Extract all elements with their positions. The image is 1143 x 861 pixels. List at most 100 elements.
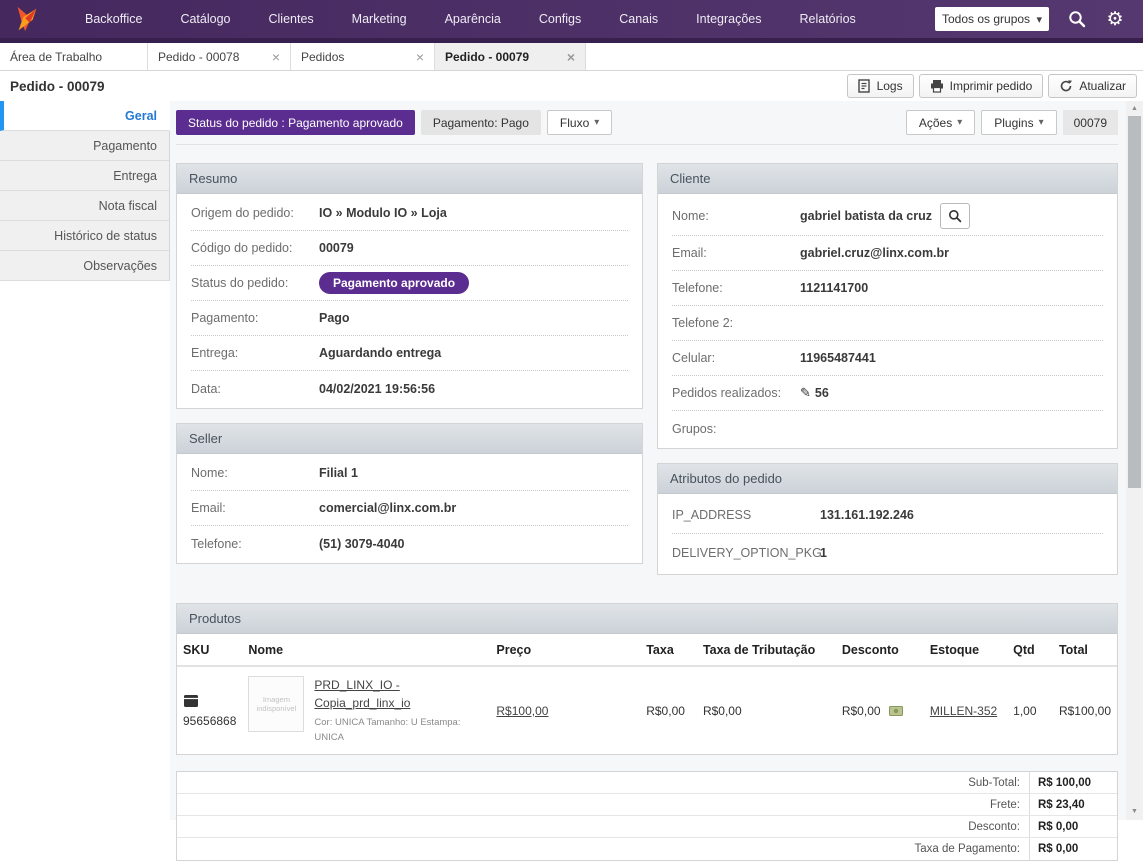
nav-item-clientes[interactable]: Clientes — [268, 12, 314, 26]
gear-icon[interactable]: ⚙ — [1106, 8, 1124, 30]
printer-icon — [930, 80, 943, 93]
products-table: SKU Nome Preço Taxa Taxa de Tributação D… — [177, 634, 1117, 755]
logs-button[interactable]: Logs — [846, 74, 914, 98]
group-select-value: Todos os grupos — [942, 12, 1031, 26]
vertical-scrollbar[interactable]: ▲ ▼ — [1126, 101, 1143, 820]
field-label: DELIVERY_OPTION_PKG — [672, 546, 822, 560]
nav-item-catalogo[interactable]: Catálogo — [180, 12, 231, 26]
field-row: Pagamento: Pago — [191, 301, 628, 336]
sidebar-item-historico-de-status[interactable]: Histórico de status — [0, 221, 170, 251]
product-stock-link[interactable]: MILLEN-352 — [929, 703, 998, 718]
field-row: Email: comercial@linx.com.br — [191, 491, 628, 526]
right-column: Cliente Nome: gabriel batista da cruz Em… — [657, 163, 1118, 589]
plugins-dropdown-button[interactable]: Plugins ▾ — [981, 110, 1057, 135]
sidebar-item-entrega[interactable]: Entrega — [0, 161, 170, 191]
product-price-link[interactable]: R$100,00 — [496, 703, 549, 718]
customer-name: gabriel batista da cruz — [800, 208, 932, 223]
nav-item-aparencia[interactable]: Aparência — [444, 12, 501, 26]
scrollbar-thumb[interactable] — [1128, 116, 1141, 488]
col-header-total: Total — [1052, 634, 1117, 667]
field-value: 131.161.192.246 — [820, 507, 914, 522]
customer-search-button[interactable] — [939, 202, 970, 229]
nav-item-relatorios[interactable]: Relatórios — [799, 12, 856, 26]
product-total-cell: R$100,00 — [1058, 703, 1111, 718]
money-icon[interactable] — [888, 705, 904, 717]
resumo-panel: Resumo Origem do pedido: IO » Modulo IO … — [176, 163, 643, 409]
field-label: Código do pedido: — [191, 241, 293, 255]
group-select[interactable]: Todos os grupos ▾ — [935, 7, 1049, 31]
product-stock-cell: MILLEN-352 — [924, 666, 1007, 754]
product-name-link[interactable]: PRD_LINX_IO - Copia_prd_linx_io — [314, 678, 411, 710]
field-value: IO » Modulo IO » Loja — [319, 206, 447, 220]
refresh-button[interactable]: Atualizar — [1048, 74, 1137, 98]
total-value: R$ 0,00 — [1029, 838, 1117, 861]
product-row: 95656868 Imagem indisponível PRD_LINX_IO… — [177, 666, 1117, 754]
field-value: 1 — [820, 546, 827, 560]
close-icon[interactable]: × — [415, 48, 424, 65]
print-order-button[interactable]: Imprimir pedido — [918, 74, 1044, 98]
product-discount: R$0,00 — [841, 703, 881, 718]
field-value: (51) 3079-4040 — [319, 536, 405, 551]
scroll-up-arrow-icon[interactable]: ▲ — [1131, 104, 1138, 112]
tab-pedidos[interactable]: Pedidos × — [291, 43, 435, 70]
field-value: comercial@linx.com.br — [319, 501, 457, 515]
field-row: Celular: 11965487441 — [672, 341, 1103, 376]
resumo-panel-title: Resumo — [177, 164, 642, 194]
field-row: Origem do pedido: IO » Modulo IO » Loja — [191, 196, 628, 231]
nav-item-canais[interactable]: Canais — [619, 12, 659, 26]
tab-label: Pedidos — [301, 49, 345, 64]
print-order-button-label: Imprimir pedido — [949, 79, 1033, 93]
tab-area-de-trabalho[interactable]: Área de Trabalho — [0, 43, 148, 70]
pencil-icon[interactable]: ✎ — [800, 385, 811, 400]
fluxo-dropdown-button[interactable]: Fluxo ▾ — [546, 110, 613, 135]
field-row: Código do pedido: 00079 — [191, 231, 628, 266]
product-sku-cell: 95656868 — [177, 666, 242, 754]
scroll-down-arrow-icon[interactable]: ▼ — [1131, 807, 1138, 815]
status-right-group: Ações ▾ Plugins ▾ 00079 — [905, 110, 1118, 135]
order-totals: Sub-Total: R$ 100,00 Frete: R$ 23,40 Des… — [176, 771, 1118, 861]
caret-down-icon: ▾ — [957, 117, 963, 128]
tab-label: Pedido - 00079 — [445, 49, 530, 64]
col-header-preco: Preço — [490, 634, 641, 667]
field-label: IP_ADDRESS — [672, 507, 752, 522]
package-icon — [184, 694, 198, 707]
fluxo-label: Fluxo — [559, 115, 590, 130]
page-header: Pedido - 00079 Logs Imprimir pedido Atua… — [0, 71, 1143, 101]
field-label: Email: — [672, 246, 707, 260]
search-icon[interactable] — [1067, 9, 1087, 29]
field-row: Telefone: 1121141700 — [672, 271, 1103, 306]
total-label: Frete: — [989, 798, 1020, 811]
field-label: Data: — [191, 381, 221, 396]
nav-item-integracoes[interactable]: Integrações — [696, 12, 762, 26]
sidebar-item-geral[interactable]: Geral — [0, 101, 170, 131]
order-status-button[interactable]: Status do pedido : Pagamento aprovado — [176, 110, 415, 135]
field-label: Email: — [191, 501, 226, 515]
sidebar-item-nota-fiscal[interactable]: Nota fiscal — [0, 191, 170, 221]
payment-status-button[interactable]: Pagamento: Pago — [420, 110, 541, 135]
cliente-panel: Cliente Nome: gabriel batista da cruz Em… — [657, 163, 1118, 449]
cliente-panel-body: Nome: gabriel batista da cruz Email: gab… — [658, 194, 1117, 448]
acoes-dropdown-button[interactable]: Ações ▾ — [905, 110, 976, 135]
tab-pedido-00078[interactable]: Pedido - 00078 × — [148, 43, 291, 70]
field-label: Pedidos realizados: — [672, 386, 782, 400]
atributos-panel: Atributos do pedido IP_ADDRESS 131.161.1… — [657, 463, 1118, 575]
total-label: Desconto: — [968, 820, 1020, 833]
field-label: Nome: — [191, 466, 228, 480]
sidebar-item-observacoes[interactable]: Observações — [0, 251, 170, 281]
sidebar-item-pagamento[interactable]: Pagamento — [0, 131, 170, 161]
cliente-panel-title: Cliente — [658, 164, 1117, 194]
nav-item-backoffice[interactable]: Backoffice — [85, 12, 143, 26]
tab-pedido-00079[interactable]: Pedido - 00079 × — [435, 43, 586, 70]
tab-bar: Área de Trabalho Pedido - 00078 × Pedido… — [0, 43, 1143, 71]
close-icon[interactable]: × — [566, 48, 575, 65]
close-icon[interactable]: × — [271, 48, 280, 65]
field-row: Entrega: Aguardando entrega — [191, 336, 628, 371]
nav-item-configs[interactable]: Configs — [538, 12, 582, 26]
products-header-row: SKU Nome Preço Taxa Taxa de Tributação D… — [177, 634, 1117, 667]
top-nav: Backoffice Catálogo Clientes Marketing A… — [0, 0, 1143, 43]
nav-item-marketing[interactable]: Marketing — [351, 12, 407, 26]
col-header-desconto: Desconto — [835, 634, 924, 667]
total-row-subtotal: Sub-Total: R$ 100,00 — [177, 772, 1117, 795]
field-label: Celular: — [672, 351, 716, 365]
col-header-nome: Nome — [242, 634, 491, 667]
